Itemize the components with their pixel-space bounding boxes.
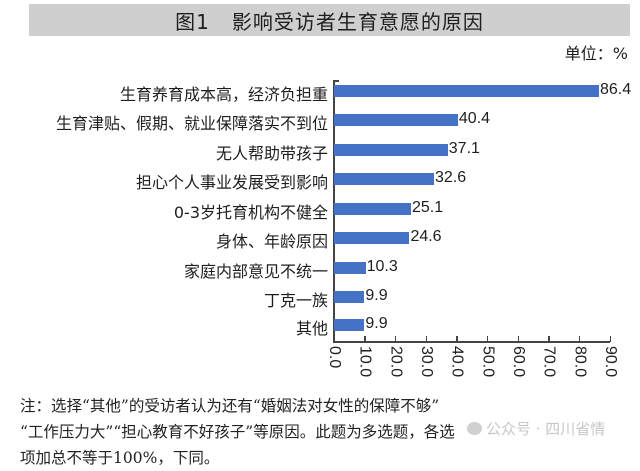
- x-tick: [517, 336, 519, 342]
- value-label: 40.4: [458, 110, 491, 127]
- x-tick: [456, 336, 458, 342]
- value-label: 9.9: [365, 315, 388, 332]
- category-label: 身体、年龄原因: [215, 232, 328, 251]
- value-label: 25.1: [411, 199, 444, 216]
- value-label: 10.3: [366, 258, 398, 275]
- figure-number: 图1: [175, 9, 210, 34]
- footnote: 注：选择“其他”的受访者认为还有“婚姻法对女性的保障不够” “工作压力大”“担心…: [20, 393, 630, 471]
- footnote-line: 注：选择“其他”的受访者认为还有“婚姻法对女性的保障不够”: [20, 397, 440, 415]
- category-label: 家庭内部意见不统一: [183, 262, 328, 281]
- category-label: 无人帮助带孩子: [215, 144, 328, 163]
- category-label: 0-3岁托育机构不健全: [173, 203, 328, 222]
- bar: [334, 291, 365, 303]
- x-tick-label: 40.0: [448, 346, 466, 378]
- bar: [334, 85, 599, 97]
- x-tick: [609, 336, 611, 342]
- bar: [334, 114, 458, 126]
- y-axis: [333, 80, 335, 342]
- value-label: 24.6: [410, 228, 442, 245]
- x-tick-label: 10.0: [356, 346, 374, 378]
- chart-title-text: 影响受访者生育意愿的原因: [231, 9, 484, 34]
- value-label: 86.4: [599, 81, 632, 98]
- bar: [334, 232, 410, 244]
- footnote-line: “工作压力大”“担心教育不好孩子”等原因。此题为多选题，各选: [20, 423, 455, 441]
- x-tick-label: 0.0: [326, 346, 343, 369]
- bar-row: 担心个人事业发展受到影响 32.6: [0, 169, 640, 192]
- watermark-text: 公众号 · 四川省情: [486, 420, 606, 438]
- bar: [334, 144, 448, 156]
- value-label: 37.1: [448, 140, 480, 157]
- x-tick: [425, 336, 427, 342]
- bar: [334, 173, 434, 185]
- x-tick-label: 80.0: [571, 346, 589, 378]
- x-tick-label: 50.0: [479, 346, 497, 378]
- x-tick-label: 90.0: [602, 346, 619, 378]
- x-tick-label: 70.0: [540, 346, 558, 378]
- bar-row: 无人帮助带孩子 37.1: [0, 140, 640, 163]
- bar-row: 其他 9.9: [0, 315, 640, 338]
- wechat-icon: [467, 422, 482, 435]
- bar-row: 生育养育成本高，经济负担重 86.4: [0, 81, 640, 104]
- category-label: 丁克一族: [263, 291, 328, 310]
- x-tick: [548, 336, 550, 342]
- bar: [334, 319, 365, 331]
- x-tick: [394, 336, 397, 342]
- category-label: 生育养育成本高，经济负担重: [119, 85, 328, 104]
- x-axis: [333, 341, 610, 343]
- bar: [334, 203, 411, 215]
- category-label: 担心个人事业发展受到影响: [135, 173, 328, 192]
- x-tick: [578, 336, 581, 342]
- bar-row: 0-3岁托育机构不健全 25.1: [0, 199, 640, 222]
- bar-row: 身体、年龄原因 24.6: [0, 228, 640, 251]
- category-label: 其他: [295, 319, 328, 338]
- bar: [334, 262, 366, 274]
- x-tick-label: 60.0: [510, 346, 527, 378]
- x-tick: [364, 336, 366, 342]
- unit-label: 单位：%: [564, 44, 628, 63]
- x-tick: [333, 336, 335, 342]
- watermark: 公众号 · 四川省情: [467, 418, 605, 439]
- bar-row: 丁克一族 9.9: [0, 287, 640, 310]
- bar-row: 生育津贴、假期、就业保障落实不到位 40.4: [0, 110, 640, 133]
- value-label: 9.9: [365, 287, 388, 304]
- bar-row: 家庭内部意见不统一 10.3: [0, 258, 640, 281]
- x-tick-label: 20.0: [387, 346, 405, 378]
- value-label: 32.6: [434, 169, 467, 186]
- x-tick-label: 30.0: [418, 346, 435, 378]
- y-axis-top-tick: [333, 80, 339, 82]
- x-tick: [486, 336, 489, 342]
- chart-title: 图1 影响受访者生育意愿的原因: [29, 4, 630, 36]
- category-label: 生育津贴、假期、就业保障落实不到位: [55, 114, 328, 133]
- footnote-line: 项加总不等于100%，下同。: [20, 449, 220, 467]
